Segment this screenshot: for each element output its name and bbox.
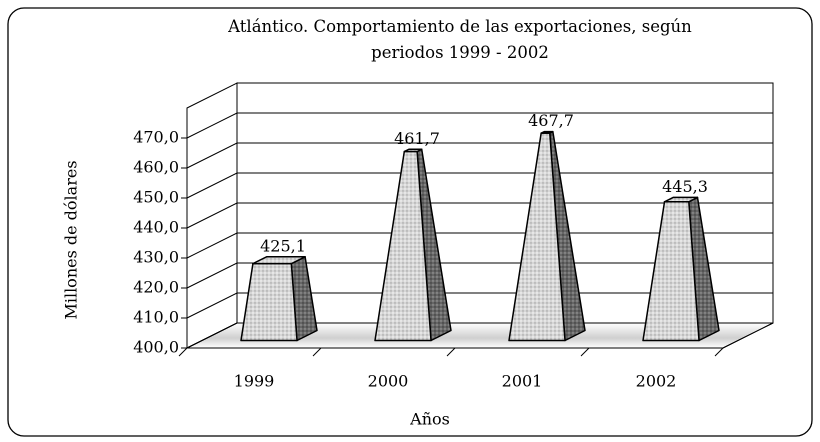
value-label: 461,7	[394, 129, 440, 148]
grid-line	[186, 322, 773, 349]
chart-title: Atlántico. Comportamiento de las exporta…	[228, 17, 692, 62]
y-tick-label: 400,0	[133, 338, 179, 357]
x-tick-label: 2000	[368, 372, 409, 391]
pyramid-top	[252, 256, 306, 265]
value-label: 467,7	[528, 111, 574, 130]
grid-line	[186, 142, 773, 169]
pyramid-top	[403, 148, 423, 153]
pyramid-top	[663, 196, 699, 203]
x-tick	[312, 347, 322, 357]
x-axis-title: Años	[409, 410, 450, 429]
y-tick-label: 420,0	[133, 278, 179, 297]
x-tick-label: 2001	[502, 372, 543, 391]
y-axis-title: Millones de dólares	[62, 160, 81, 319]
x-tick	[580, 347, 590, 357]
x-tick	[446, 347, 456, 357]
floor-edge	[722, 322, 774, 349]
y-tick-label: 440,0	[133, 218, 179, 237]
grid-line	[186, 112, 773, 139]
grid-line	[186, 202, 773, 229]
pyramid-front	[642, 201, 700, 342]
y-tick-label: 450,0	[133, 188, 179, 207]
y-tick-label: 410,0	[133, 308, 179, 327]
x-tick-label: 2002	[636, 372, 677, 391]
pyramid-top	[540, 130, 554, 134]
y-tick-label: 460,0	[133, 158, 179, 177]
pyramid-front	[240, 262, 298, 342]
grid-line	[186, 232, 773, 259]
x-tick	[178, 347, 188, 357]
grid-line	[186, 292, 773, 319]
y-tick-label: 430,0	[133, 248, 179, 267]
grid-line	[186, 262, 773, 289]
grid-line	[186, 172, 773, 199]
value-label: 425,1	[260, 236, 306, 255]
x-tick	[714, 347, 724, 357]
y-tick-label: 470,0	[133, 128, 179, 147]
x-tick-label: 1999	[234, 372, 275, 391]
value-label: 445,3	[662, 177, 708, 196]
chart-border	[7, 7, 813, 437]
